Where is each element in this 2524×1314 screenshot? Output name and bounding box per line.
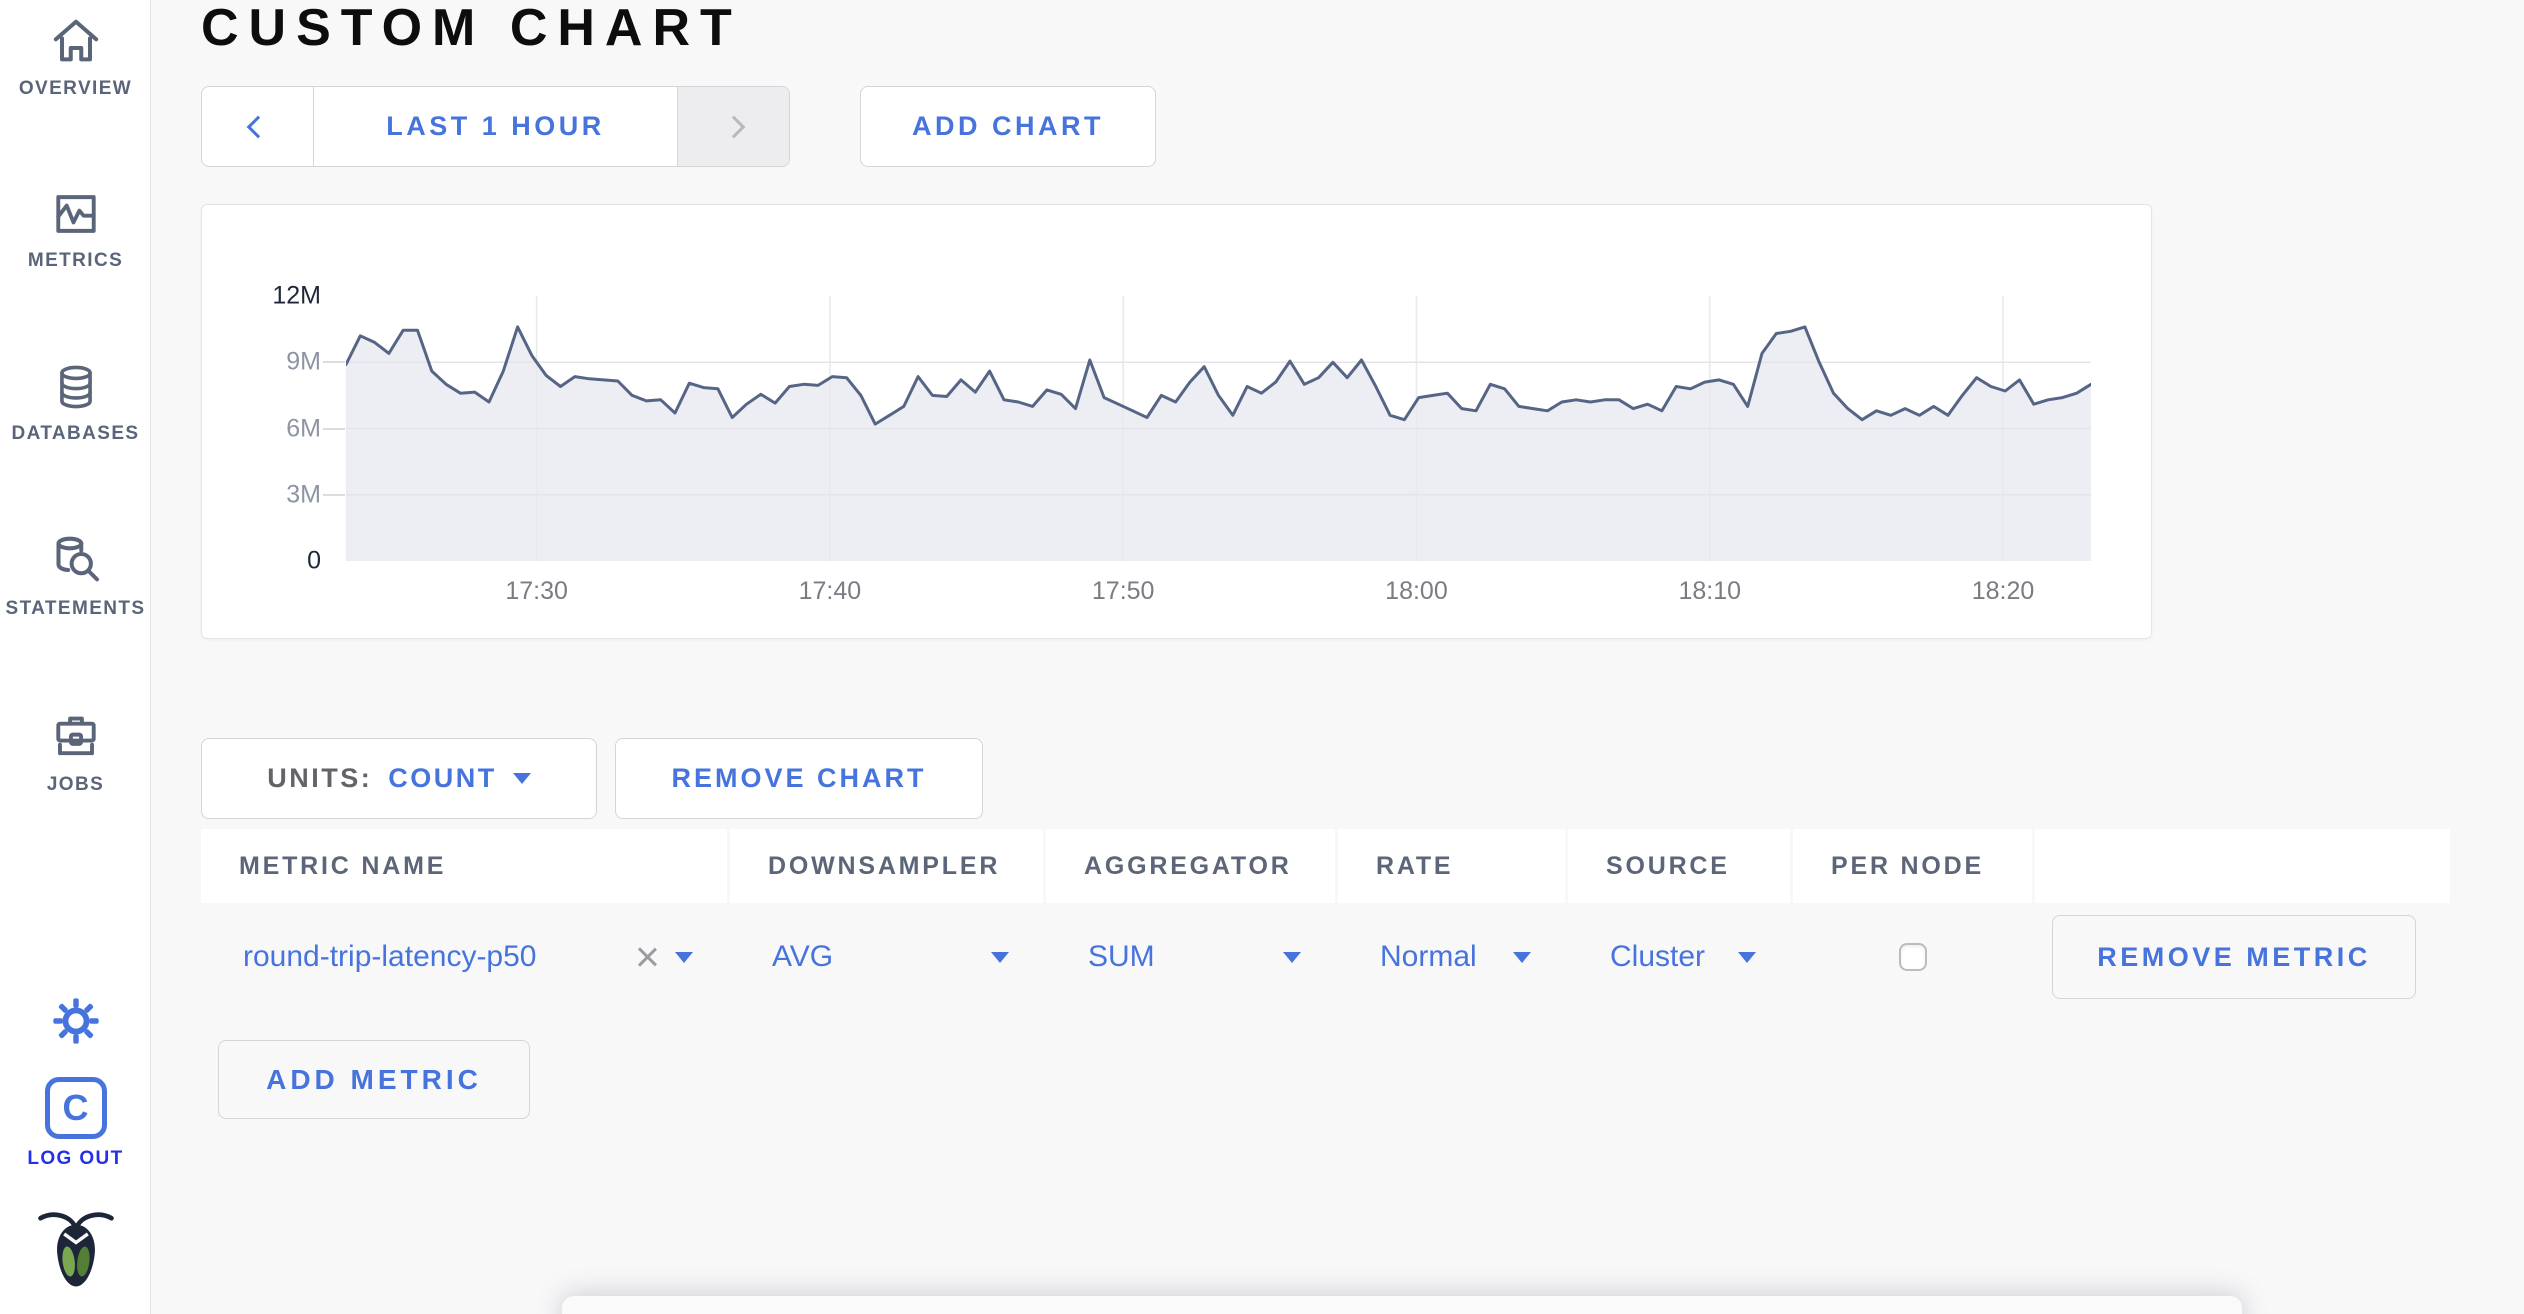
x-axis-label: 18:10 — [1678, 577, 1742, 605]
caret-down-icon — [1283, 951, 1301, 963]
next-chart-card-edge — [562, 1296, 2242, 1314]
add-chart-label: ADD CHART — [912, 111, 1104, 141]
metric-name-dropdown[interactable]: round-trip-latency-p50 — [243, 940, 693, 974]
remove-metric-label: REMOVE METRIC — [2097, 941, 2371, 972]
time-range-label: LAST 1 HOUR — [386, 111, 605, 141]
remove-chart-label: REMOVE CHART — [671, 763, 927, 793]
x-axis-label: 18:20 — [1971, 577, 2035, 605]
page-title: CUSTOM CHART — [201, 0, 742, 57]
y-axis-labels: 0 3M 6M 9M 12M — [202, 205, 345, 640]
y-axis-label: 6M — [286, 414, 321, 442]
x-axis-labels: 17:30 17:40 17:50 18:00 18:10 18:20 — [346, 577, 2091, 609]
latency-chart-svg — [344, 296, 2093, 561]
database-icon — [0, 360, 151, 414]
sidebar-item-databases[interactable]: DATABASES — [0, 360, 151, 445]
clear-metric-icon[interactable] — [635, 945, 659, 969]
time-range-prev-button[interactable] — [202, 87, 314, 166]
y-axis-tick — [323, 361, 345, 364]
main-content: CUSTOM CHART LAST 1 HOUR ADD CHART 0 3M 6M… — [152, 0, 2524, 1314]
logout-label: LOG OUT — [27, 1148, 124, 1169]
sidebar-item-jobs[interactable]: JOBS — [0, 711, 151, 796]
sidebar-logout[interactable]: C LOG OUT — [0, 1077, 151, 1170]
remove-metric-button[interactable]: REMOVE METRIC — [2052, 915, 2416, 999]
caret-down-icon — [1513, 951, 1531, 963]
latency-chart-plot — [344, 296, 2093, 561]
time-range-selector: LAST 1 HOUR — [201, 86, 790, 167]
downsampler-dropdown[interactable]: AVG — [772, 940, 1009, 974]
add-chart-button[interactable]: ADD CHART — [860, 86, 1156, 167]
aggregator-value: SUM — [1088, 940, 1155, 973]
metrics-icon — [0, 187, 151, 241]
metrics-table-header: METRIC NAME DOWNSAMPLER AGGREGATOR RATE … — [201, 829, 2450, 903]
sidebar-item-label: OVERVIEW — [18, 78, 133, 99]
units-value: COUNT — [388, 763, 497, 793]
sidebar-item-metrics[interactable]: METRICS — [0, 187, 151, 272]
metric-name-cell: round-trip-latency-p50 — [201, 908, 727, 1006]
x-axis-label: 17:30 — [505, 577, 568, 605]
column-header-actions — [2035, 829, 2450, 903]
rate-cell: Normal — [1338, 908, 1565, 1006]
caret-down-icon — [512, 773, 531, 784]
per-node-checkbox[interactable] — [1898, 943, 1927, 971]
chart-panel: 0 3M 6M 9M 12M 17:30 17:40 17:50 18:00 18:10 18:2… — [201, 204, 2152, 639]
chevron-right-icon — [722, 115, 745, 138]
sidebar-item-label: STATEMENTS — [5, 598, 146, 619]
sidebar-item-statements[interactable]: STATEMENTS — [0, 533, 151, 620]
per-node-cell — [1793, 908, 2032, 1006]
metric-row: round-trip-latency-p50 AVG SUM Normal — [201, 908, 2450, 1006]
chevron-left-icon — [246, 115, 269, 138]
y-axis-tick — [323, 493, 345, 496]
sidebar-item-label: METRICS — [27, 250, 124, 271]
add-metric-label: ADD METRIC — [266, 1063, 482, 1095]
aggregator-dropdown[interactable]: SUM — [1088, 940, 1301, 974]
rate-dropdown[interactable]: Normal — [1380, 940, 1531, 974]
column-header-downsampler: DOWNSAMPLER — [730, 829, 1043, 903]
caret-down-icon — [991, 951, 1009, 963]
rate-value: Normal — [1380, 940, 1477, 973]
source-cell: Cluster — [1568, 908, 1790, 1006]
y-axis-label: 9M — [286, 347, 321, 376]
metric-name-value: round-trip-latency-p50 — [243, 940, 537, 973]
column-header-aggregator: AGGREGATOR — [1046, 829, 1335, 903]
column-header-source: SOURCE — [1568, 829, 1790, 903]
gear-icon — [0, 996, 151, 1046]
source-value: Cluster — [1610, 940, 1706, 973]
cockroach-c-letter: C — [62, 1087, 89, 1128]
cockroach-c-icon: C — [44, 1077, 107, 1139]
x-axis-label: 18:00 — [1385, 577, 1448, 605]
units-dropdown[interactable]: UNITS: COUNT — [201, 738, 597, 819]
sidebar-item-label: DATABASES — [11, 423, 140, 444]
y-axis-label: 3M — [286, 480, 321, 509]
y-axis-label: 0 — [307, 546, 321, 575]
home-icon — [0, 13, 151, 69]
time-range-next-button[interactable] — [677, 87, 789, 166]
y-axis-tick — [323, 427, 345, 430]
sidebar: OVERVIEW METRICS DATABASES — [0, 0, 151, 1314]
source-dropdown[interactable]: Cluster — [1610, 940, 1756, 974]
cockroach-bug-icon — [0, 1208, 151, 1294]
sidebar-settings[interactable] — [0, 996, 151, 1046]
sidebar-item-overview[interactable]: OVERVIEW — [0, 13, 151, 100]
statements-icon — [0, 533, 151, 589]
x-axis-label: 17:40 — [798, 577, 862, 605]
downsampler-value: AVG — [772, 940, 834, 973]
jobs-icon — [0, 711, 151, 765]
column-header-rate: RATE — [1338, 829, 1565, 903]
aggregator-cell: SUM — [1046, 908, 1335, 1006]
sidebar-brand[interactable] — [0, 1208, 151, 1294]
column-header-per-node: PER NODE — [1793, 829, 2032, 903]
caret-down-icon — [675, 951, 693, 963]
units-label: UNITS: — [267, 763, 373, 793]
caret-down-icon — [1738, 951, 1756, 963]
column-header-metric-name: METRIC NAME — [201, 829, 727, 903]
y-axis-label: 12M — [272, 281, 321, 310]
x-axis-label: 17:50 — [1091, 577, 1155, 605]
remove-chart-button[interactable]: REMOVE CHART — [615, 738, 983, 819]
sidebar-item-label: JOBS — [46, 774, 105, 795]
add-metric-button[interactable]: ADD METRIC — [218, 1040, 530, 1119]
time-range-dropdown[interactable]: LAST 1 HOUR — [314, 87, 677, 166]
downsampler-cell: AVG — [730, 908, 1043, 1006]
actions-cell: REMOVE METRIC — [2035, 908, 2450, 1006]
